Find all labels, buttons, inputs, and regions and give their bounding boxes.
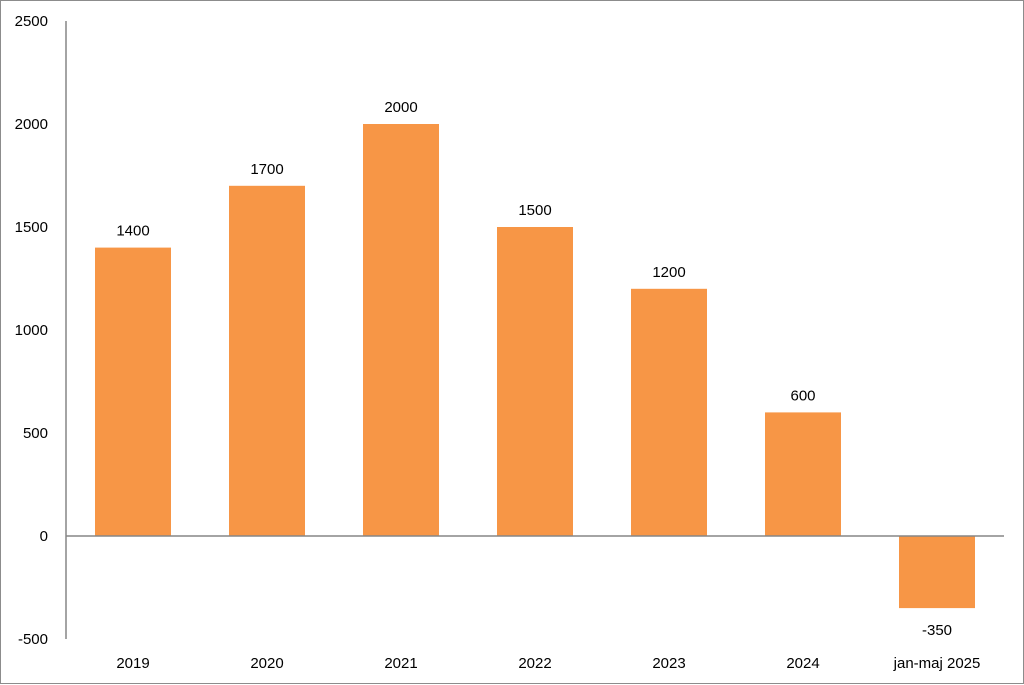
x-axis-labels: 2019 2020 2021 2022 2023 2024 jan-maj 2025 [116, 655, 980, 672]
data-label: 1700 [250, 161, 283, 178]
bar [363, 124, 439, 536]
y-tick-label: 500 [23, 425, 48, 442]
data-labels: 1400 1700 2000 1500 1200 600 -350 [116, 99, 952, 639]
y-tick-label: 2500 [15, 13, 48, 30]
y-tick-label: 2000 [15, 116, 48, 133]
y-tick-label: 0 [40, 528, 48, 545]
x-category-label: 2022 [518, 655, 551, 672]
data-label: 1200 [652, 264, 685, 281]
bar [631, 288, 707, 536]
y-axis-ticks: -500 0 500 1000 1500 2000 2500 [15, 13, 48, 648]
data-label: 1400 [116, 223, 149, 240]
y-tick-label: 1000 [15, 322, 48, 339]
y-tick-label: -500 [18, 631, 48, 648]
x-category-label: jan-maj 2025 [893, 655, 981, 672]
data-label: 1500 [518, 202, 551, 219]
data-label: -350 [922, 622, 952, 639]
x-category-label: 2024 [786, 655, 819, 672]
x-category-label: 2023 [652, 655, 685, 672]
x-category-label: 2019 [116, 655, 149, 672]
bars [95, 124, 975, 609]
x-category-label: 2021 [384, 655, 417, 672]
bar [899, 536, 975, 609]
x-category-label: 2020 [250, 655, 283, 672]
bar [95, 247, 171, 536]
data-label: 600 [790, 387, 815, 404]
bar [229, 185, 305, 537]
bar [765, 412, 841, 536]
y-tick-label: 1500 [15, 219, 48, 236]
data-label: 2000 [384, 99, 417, 116]
bar [497, 227, 573, 536]
